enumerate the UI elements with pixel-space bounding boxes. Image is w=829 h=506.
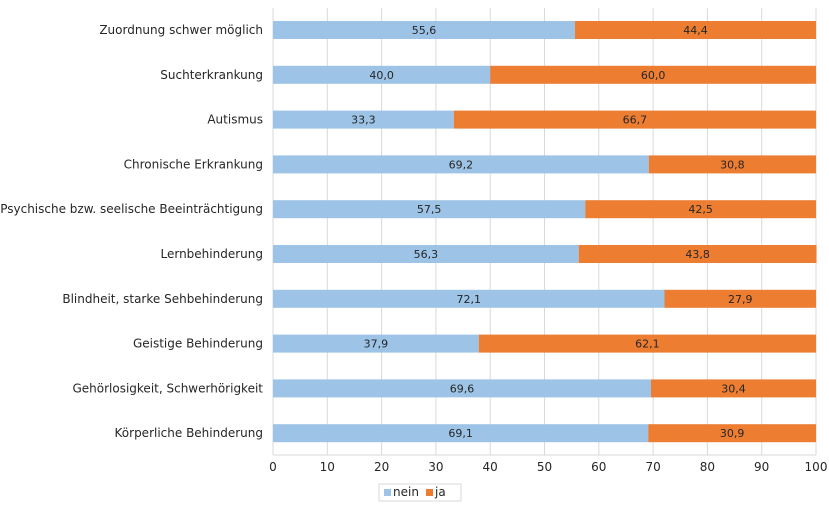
legend-swatch-ja (426, 489, 433, 496)
data-label: 30,4 (721, 382, 746, 395)
data-label: 30,9 (720, 427, 745, 440)
x-tick-label: 20 (374, 460, 389, 474)
bar-ja (453, 110, 816, 129)
x-axis: 0 10 20 30 40 50 60 70 80 90 100 (269, 454, 828, 474)
data-label: 40,0 (369, 69, 394, 82)
category-label: Blindheit, starke Sehbehinderung (62, 292, 263, 306)
bar-ja (574, 21, 816, 39)
bar-ja (650, 379, 816, 398)
data-label: 27,9 (728, 293, 753, 306)
data-label: 69,2 (449, 158, 474, 171)
category-label: Körperliche Behinderung (115, 426, 263, 440)
bar-ja (585, 200, 816, 219)
bar-nein (273, 155, 649, 174)
bar-nein (273, 424, 649, 443)
data-label: 72,1 (457, 293, 482, 306)
category-label: Chronische Erkrankung (124, 157, 263, 171)
x-tick-label: 90 (754, 460, 769, 474)
bar-nein (273, 21, 575, 39)
bar-nein (273, 200, 586, 219)
data-label: 62,1 (635, 338, 660, 351)
x-tick-label: 100 (805, 460, 828, 474)
legend-swatch-nein (384, 489, 391, 496)
bar-nein (273, 110, 454, 129)
category-labels: Zuordnung schwer möglich Suchterkrankung A… (0, 23, 263, 440)
bar-ja (490, 65, 816, 84)
data-label: 66,7 (623, 114, 648, 127)
bar-ja (648, 424, 816, 443)
x-tick-label: 80 (700, 460, 715, 474)
x-tick-label: 70 (645, 460, 660, 474)
category-label: Suchterkrankung (160, 68, 263, 82)
data-label: 33,3 (351, 114, 376, 127)
legend: nein ja (378, 483, 462, 502)
category-label: Gehörlosigkeit, Schwerhörigkeit (72, 381, 263, 395)
legend-label-nein: nein (393, 485, 419, 499)
data-label: 56,3 (414, 248, 439, 261)
data-label: 30,8 (720, 158, 745, 171)
bar-nein (273, 245, 579, 263)
legend-box (378, 483, 462, 502)
data-label: 42,5 (688, 203, 713, 216)
category-label: Geistige Behinderung (133, 337, 263, 351)
data-label: 55,6 (412, 24, 437, 37)
bar-ja (578, 245, 817, 263)
x-tick-label: 30 (428, 460, 443, 474)
bar-nein (273, 334, 479, 353)
data-label: 60,0 (641, 69, 666, 82)
category-label: Zuordnung schwer möglich (99, 23, 263, 37)
bar-nein (273, 289, 665, 308)
bar-ja (664, 289, 816, 308)
data-label: 69,1 (448, 427, 473, 440)
legend-label-ja: ja (434, 485, 446, 499)
data-label: 43,8 (685, 248, 710, 261)
category-label: Autismus (207, 113, 263, 127)
bars: 55,6 44,4 40,0 60,0 33,3 66,7 69,2 30,8 57,5 42,5… (273, 21, 817, 443)
x-tick-label: 60 (591, 460, 606, 474)
x-tick-label: 50 (537, 460, 552, 474)
bar-nein (273, 65, 491, 84)
x-tick-label: 0 (269, 460, 277, 474)
data-label: 57,5 (417, 203, 442, 216)
bar-ja (648, 155, 816, 174)
data-label: 44,4 (683, 24, 708, 37)
bar-ja (478, 334, 816, 353)
data-label: 37,9 (364, 338, 389, 351)
x-tick-label: 40 (483, 460, 498, 474)
category-label: Psychische bzw. seelische Beeinträchtigu… (0, 202, 263, 216)
category-label: Lernbehinderung (161, 247, 264, 261)
x-tick-label: 10 (320, 460, 335, 474)
bar-nein (273, 379, 651, 398)
data-label: 69,6 (450, 382, 475, 395)
